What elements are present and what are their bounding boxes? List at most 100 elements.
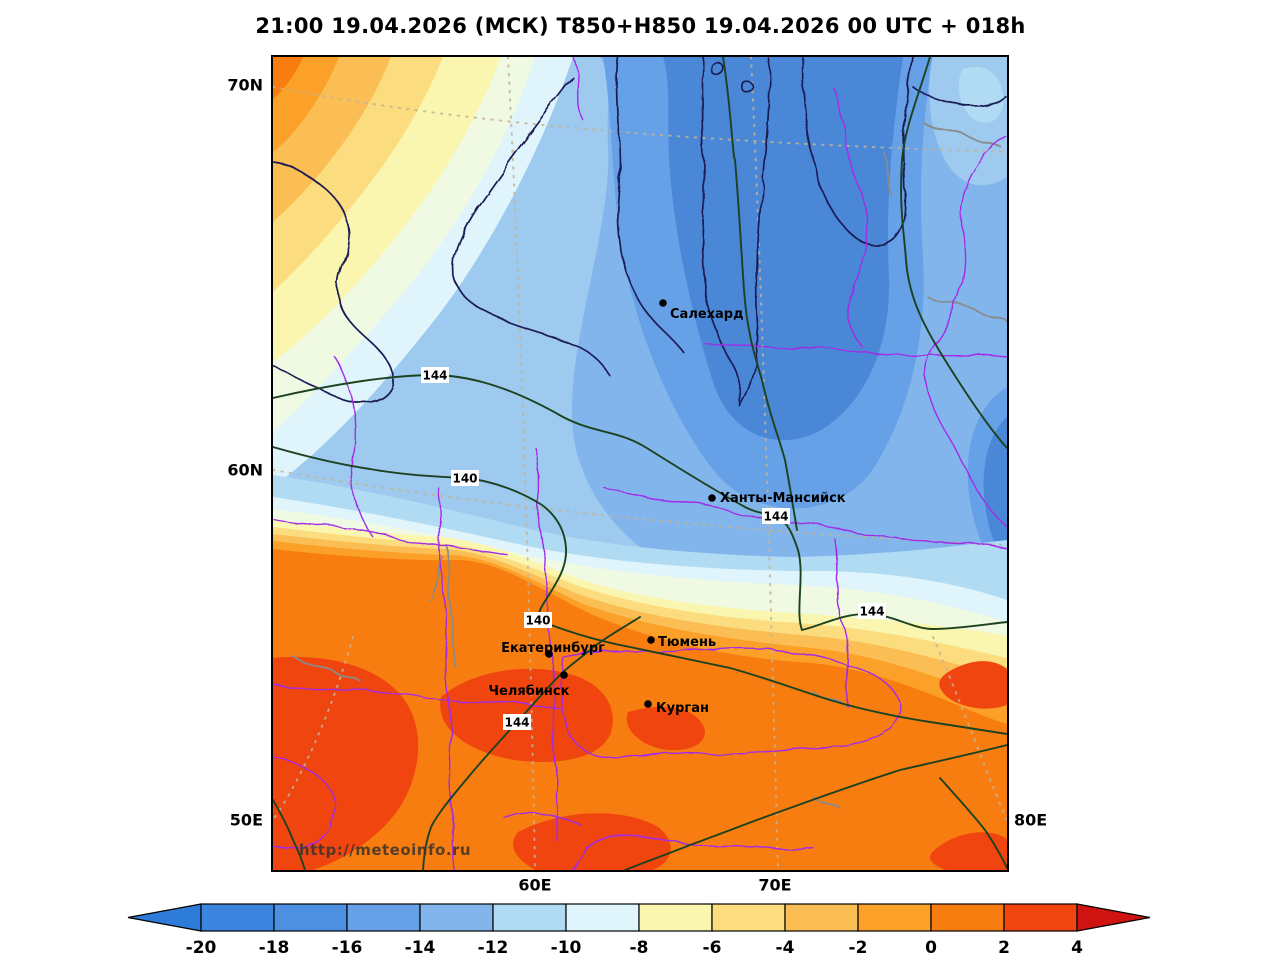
colorbar-tick-label: -2 xyxy=(849,938,868,958)
isoline-label-box xyxy=(421,367,449,383)
temp-patch-topright-pale xyxy=(958,66,1004,123)
border xyxy=(273,756,336,849)
city-marker: Челябинск xyxy=(489,671,570,699)
city-dot xyxy=(647,636,655,644)
isoline-label: 140 xyxy=(451,470,479,486)
coastline xyxy=(801,57,914,246)
colorbar-right-arrow xyxy=(1076,903,1151,932)
border xyxy=(273,518,509,556)
isoline-corner xyxy=(939,777,1007,869)
city-marker: Ханты-Мансийск xyxy=(708,491,846,506)
meridian-60e xyxy=(507,57,536,870)
map-svg: 144 140 144 140 144 144 Салехард Ханты-Мансийс… xyxy=(273,57,1007,870)
border xyxy=(572,833,814,870)
island xyxy=(741,80,754,93)
coastline xyxy=(912,86,1007,107)
border xyxy=(832,86,868,348)
isoline-label-box xyxy=(762,508,790,524)
colorbar-segment xyxy=(930,903,1005,932)
axis-label-lat-60n: 60N xyxy=(227,460,263,480)
colorbar-segment xyxy=(711,903,786,932)
colorbar-segment xyxy=(638,903,713,932)
colorbar-segment xyxy=(346,903,421,932)
isoline-label: 144 xyxy=(858,603,886,619)
city-label: Ханты-Мансийск xyxy=(720,491,846,506)
isoline-label-text: 140 xyxy=(452,472,477,486)
border xyxy=(437,486,454,870)
isoline-label: 144 xyxy=(503,714,531,730)
colorbar-segment xyxy=(200,903,275,932)
isoline-label: 144 xyxy=(421,367,449,383)
meridian-80e xyxy=(932,636,1007,821)
hot-blob-bottom-center xyxy=(513,813,671,870)
city-label: Курган xyxy=(656,701,709,716)
watermark-url: http://meteoinfo.ru xyxy=(299,841,472,859)
isoline-label-box xyxy=(524,612,552,628)
colorbar-segment xyxy=(419,903,494,932)
colorbar-tick-label: -14 xyxy=(405,938,436,958)
hot-blob-right xyxy=(939,661,1007,709)
isoline-label-box xyxy=(858,603,886,619)
isoline-144-south-east xyxy=(624,744,1007,870)
isoline-label: 144 xyxy=(762,508,790,524)
graticule xyxy=(273,57,1007,870)
rivers xyxy=(292,121,1007,810)
colorbar-segment xyxy=(1003,903,1078,932)
city-label: Челябинск xyxy=(489,684,570,699)
border xyxy=(832,536,849,708)
axis-label-lat-70n: 70N xyxy=(227,75,263,95)
coastline xyxy=(452,76,612,378)
border xyxy=(602,486,1007,550)
coastline xyxy=(273,161,394,403)
coastline xyxy=(701,57,771,408)
city-marker: Екатеринбург xyxy=(501,641,605,658)
colorbar-tick-label: -4 xyxy=(776,938,795,958)
isoline-bottom-left xyxy=(273,799,306,870)
border xyxy=(273,684,564,710)
colorbar-segment xyxy=(273,903,348,932)
colorbar-left-arrow xyxy=(127,903,202,932)
colorbar-segment xyxy=(565,903,640,932)
colorbar-segment xyxy=(784,903,859,932)
temperature-colorbar: -20 -18 -16 -14 -12 -10 -8 -6 -4 -2 0 2 4 xyxy=(127,903,1151,958)
city-label: Салехард xyxy=(670,307,744,322)
city-dot xyxy=(545,650,553,658)
river xyxy=(447,546,456,668)
isoline-label-text: 140 xyxy=(525,614,550,628)
border xyxy=(502,811,584,828)
axis-label-lon-60e: 60E xyxy=(518,875,552,895)
river xyxy=(882,151,894,198)
border xyxy=(925,136,1007,528)
meridian-50e xyxy=(273,636,354,821)
colorbar-tick-label: -8 xyxy=(630,938,649,958)
hot-blob-kurgan-south xyxy=(626,706,705,751)
isoline-label-text: 144 xyxy=(422,369,447,383)
axis-label-lon-80e: 80E xyxy=(1014,810,1048,830)
colorbar-tick-label: -16 xyxy=(332,938,363,958)
island xyxy=(711,62,726,77)
city-marker: Курган xyxy=(644,700,709,716)
axis-label-lon-70e: 70E xyxy=(758,875,792,895)
hot-blob-west xyxy=(273,656,419,870)
map-canvas: 144 140 144 140 144 144 Салехард Ханты-Мансийс… xyxy=(271,55,1009,872)
border xyxy=(572,57,584,121)
city-dot xyxy=(659,299,667,307)
colorbar-tick-label: 4 xyxy=(1071,938,1083,958)
isoline-labels: 144 140 144 140 144 144 xyxy=(421,367,886,730)
axis-label-lon-50e: 50E xyxy=(229,810,263,830)
river xyxy=(430,556,444,603)
city-markers: Салехард Ханты-Мансийск Екатеринбург Тюмень… xyxy=(489,299,846,716)
border xyxy=(702,341,1007,358)
river xyxy=(292,656,362,683)
isoline-label-text: 144 xyxy=(504,716,529,730)
colorbar-tick-label: -18 xyxy=(259,938,290,958)
coastlines xyxy=(273,57,1007,408)
border xyxy=(559,646,900,759)
meridian-70e xyxy=(750,57,779,870)
isoline-label-box xyxy=(503,714,531,730)
city-dot xyxy=(560,671,568,679)
river xyxy=(927,296,1007,322)
colorbar-tick-label: -20 xyxy=(186,938,217,958)
colorbar-segment xyxy=(857,903,932,932)
